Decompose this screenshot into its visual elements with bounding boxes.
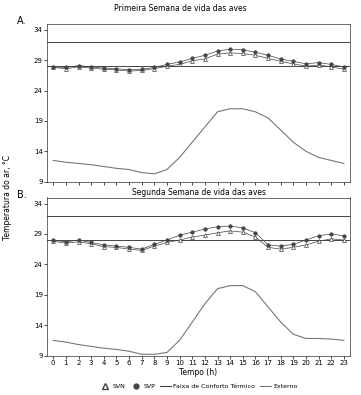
Legend: SVN, SVP, Faixa de Conforto Térmico, Externo: SVN, SVP, Faixa de Conforto Térmico, Ext… [97,382,300,392]
X-axis label: Tempo (h): Tempo (h) [179,369,218,378]
Text: A.: A. [17,16,26,26]
Text: B.: B. [17,190,26,199]
Text: Primeira Semana de vida das aves: Primeira Semana de vida das aves [114,4,247,13]
Text: Temperatura do ar, °C: Temperatura do ar, °C [3,155,12,240]
Title: Segunda Semana de vida das aves: Segunda Semana de vida das aves [131,188,266,197]
